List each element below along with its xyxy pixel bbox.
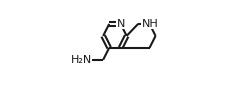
Text: N: N [116, 19, 125, 29]
Text: H₂N: H₂N [70, 55, 92, 65]
Text: NH: NH [142, 19, 159, 29]
